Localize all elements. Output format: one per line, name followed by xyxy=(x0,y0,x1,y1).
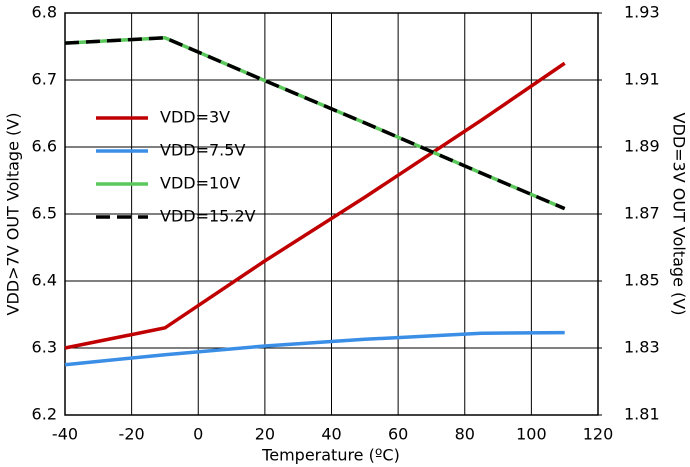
y-tick-label: 6.7 xyxy=(32,70,57,89)
y-tick-label: 6.2 xyxy=(32,405,57,424)
y2-axis-label: VDD=3V OUT Voltage (V) xyxy=(670,113,689,316)
y2-tick-label: 1.93 xyxy=(624,3,660,22)
y2-tick-label: 1.89 xyxy=(624,137,660,156)
y-tick-label: 6.6 xyxy=(32,137,57,156)
y2-tick-label: 1.83 xyxy=(624,338,660,357)
series-line xyxy=(64,36,566,211)
series-line xyxy=(64,330,565,367)
y2-tick-label: 1.91 xyxy=(624,70,660,89)
plot-frame xyxy=(64,12,599,416)
y-tick-label: 6.4 xyxy=(32,271,57,290)
y2-tick-label: 1.87 xyxy=(624,204,660,223)
y-tick-label: 6.3 xyxy=(32,338,57,357)
legend-label: VDD=3V xyxy=(160,108,230,127)
x-axis-label: Temperature (ºC) xyxy=(261,446,400,465)
x-tick-label: 40 xyxy=(321,425,341,444)
x-tick-label: 60 xyxy=(388,425,408,444)
legend-label: VDD=7.5V xyxy=(160,141,245,160)
y-tick-label: 6.5 xyxy=(32,204,57,223)
y2-tick-label: 1.85 xyxy=(624,271,660,290)
x-tick-label: 20 xyxy=(255,425,275,444)
x-tick-label: -40 xyxy=(52,425,78,444)
x-tick-label: 0 xyxy=(193,425,203,444)
legend-label: VDD=10V xyxy=(160,174,240,193)
x-tick-label: 100 xyxy=(516,425,547,444)
x-tick-label: 80 xyxy=(455,425,475,444)
series-line xyxy=(64,61,566,350)
legend-label: VDD=15.2V xyxy=(160,207,256,226)
y2-tick-label: 1.81 xyxy=(624,405,660,424)
y-axis-label: VDD>7V OUT Voltage (V) xyxy=(4,113,23,316)
y-tick-label: 6.8 xyxy=(32,3,57,22)
x-tick-label: 120 xyxy=(583,425,614,444)
x-tick-label: -20 xyxy=(119,425,145,444)
